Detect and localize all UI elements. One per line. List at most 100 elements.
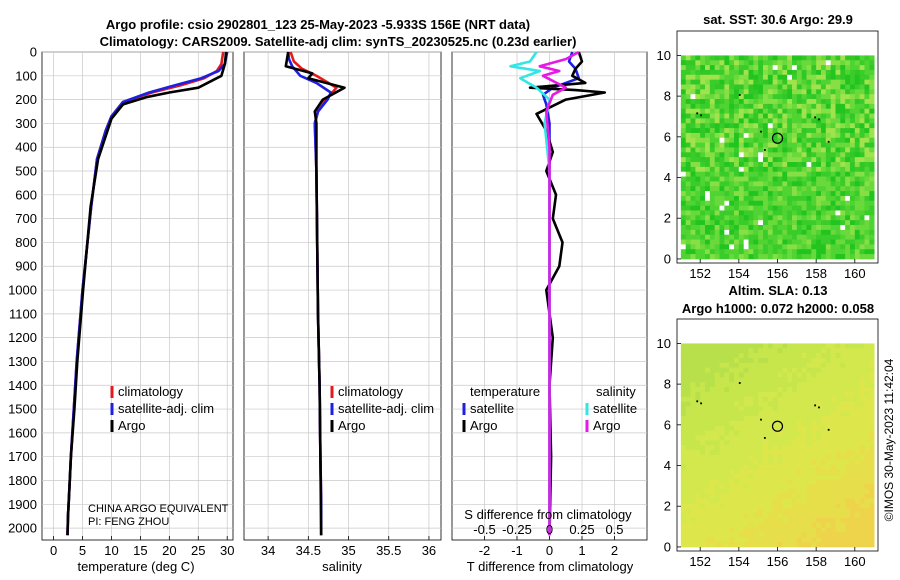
sst_map-cell <box>792 166 798 173</box>
sla_map-cell <box>840 493 846 499</box>
sst_map-cell <box>806 225 812 231</box>
sla_map-cell <box>729 450 735 456</box>
sst_map-cell <box>796 191 803 197</box>
sst_map-cell <box>695 60 701 66</box>
sla_map-cell <box>811 513 817 519</box>
sla_map-cell <box>849 508 856 514</box>
sla_map-cell <box>777 401 783 407</box>
sst_map-cell <box>816 249 822 255</box>
sst_map-cell <box>849 79 856 85</box>
sla_map-cell <box>845 425 851 432</box>
sla_map-cell <box>758 420 764 427</box>
depth-tick-label: 200 <box>15 92 37 107</box>
sst_map-cell <box>830 191 836 197</box>
sla_map-cell <box>825 532 832 538</box>
sst_map-cell <box>753 152 759 158</box>
sla_map-cell <box>743 396 749 402</box>
sst_map-cell <box>820 94 827 100</box>
sst_map-cell <box>820 142 827 148</box>
sst_map-cell <box>734 181 740 187</box>
sla_map-cell <box>792 527 798 533</box>
sla_map-cell <box>825 513 832 519</box>
sst_map-cell <box>840 142 846 148</box>
sst_map-cell <box>690 99 696 105</box>
sla_map-cell <box>825 450 832 456</box>
sla_map-cell <box>719 459 725 465</box>
sst_map-cell <box>724 99 730 105</box>
sla_map-cell <box>767 450 774 456</box>
sst_map-cell <box>743 191 749 197</box>
sla_map-cell <box>796 435 803 441</box>
sla_map-cell <box>840 396 846 402</box>
sla_map-cell <box>680 440 687 446</box>
sst_map-cell <box>705 191 711 197</box>
sst_map-cell <box>729 55 735 61</box>
sla_map-cell <box>825 459 832 465</box>
sst_map-cell <box>835 181 841 187</box>
sst_map-cell <box>685 69 691 76</box>
sla_map-cell <box>830 420 836 427</box>
depth-tick-label: 700 <box>15 211 37 226</box>
sla_map-cell <box>830 454 836 461</box>
sst_map-cell <box>705 60 711 66</box>
sla_map-cell <box>801 527 807 533</box>
sla_map-cell <box>767 508 774 514</box>
sst_map-cell <box>753 103 759 110</box>
sla_map-cell <box>695 348 701 354</box>
sla_map-cell <box>690 488 696 495</box>
sst_map-cell <box>690 89 696 95</box>
sst_map-cell <box>854 176 861 182</box>
sst_map-cell <box>685 166 691 173</box>
sla_map-cell <box>801 425 807 432</box>
sla_map-cell <box>767 479 774 485</box>
sla_map-cell <box>763 353 769 359</box>
sla_map-cell <box>763 396 769 402</box>
sla_map-cell <box>753 435 759 441</box>
sla_map-cell <box>864 362 870 369</box>
sla_map-cell <box>859 479 865 485</box>
sla_map-cell <box>724 513 730 519</box>
sla_map-cell <box>835 343 841 349</box>
sla_map-cell <box>864 377 870 383</box>
sst_map-cell <box>753 200 759 207</box>
sla_map-cell <box>714 357 720 364</box>
sst_map-cell <box>743 74 749 81</box>
sla_map-cell <box>705 445 711 451</box>
sst_map-cell <box>724 152 730 158</box>
sla_map-cell <box>719 430 725 436</box>
sla_map-cell <box>782 513 788 519</box>
sst_map-cell <box>695 225 701 231</box>
sst_map-cell <box>820 191 827 197</box>
sst_map-cell <box>811 191 817 197</box>
diff-legend-salinity-title: salinity <box>596 384 636 399</box>
sla-map-subtitle: Argo h1000: 0.072 h2000: 0.058 <box>682 301 874 316</box>
sst_map-cell <box>835 254 841 260</box>
sst_map-cell <box>796 69 803 76</box>
sla_map-cell <box>869 343 875 349</box>
sla_map-land-dot <box>760 418 762 421</box>
sst_map-cell <box>840 195 846 202</box>
depth-tick-label: 1700 <box>8 449 37 464</box>
sla_map-cell <box>796 411 803 417</box>
sla_map-cell <box>854 483 861 490</box>
sst_map-cell <box>719 65 725 71</box>
sla_map-cell <box>763 372 769 378</box>
sst_map-cell <box>854 99 861 105</box>
sla_map-cell <box>738 401 745 407</box>
sla_map-cell <box>859 474 865 480</box>
sst_map-cell <box>705 113 711 119</box>
sst_map-cell <box>820 239 827 245</box>
sst_map-cell <box>830 239 836 245</box>
sst_map-cell <box>743 200 749 207</box>
sla_map-cell <box>743 479 749 485</box>
sla_map-cell <box>753 522 759 528</box>
sst_map-cell <box>758 89 764 95</box>
sla_map-cell <box>748 542 754 548</box>
sla_map-cell <box>724 527 730 533</box>
sla_map-cell <box>729 459 735 465</box>
sla_map-cell <box>811 517 817 524</box>
sst_map-cell <box>777 84 783 90</box>
sla_map-cell <box>811 445 817 451</box>
sla_map-cell <box>734 440 740 446</box>
sst_map-cell <box>782 254 788 260</box>
